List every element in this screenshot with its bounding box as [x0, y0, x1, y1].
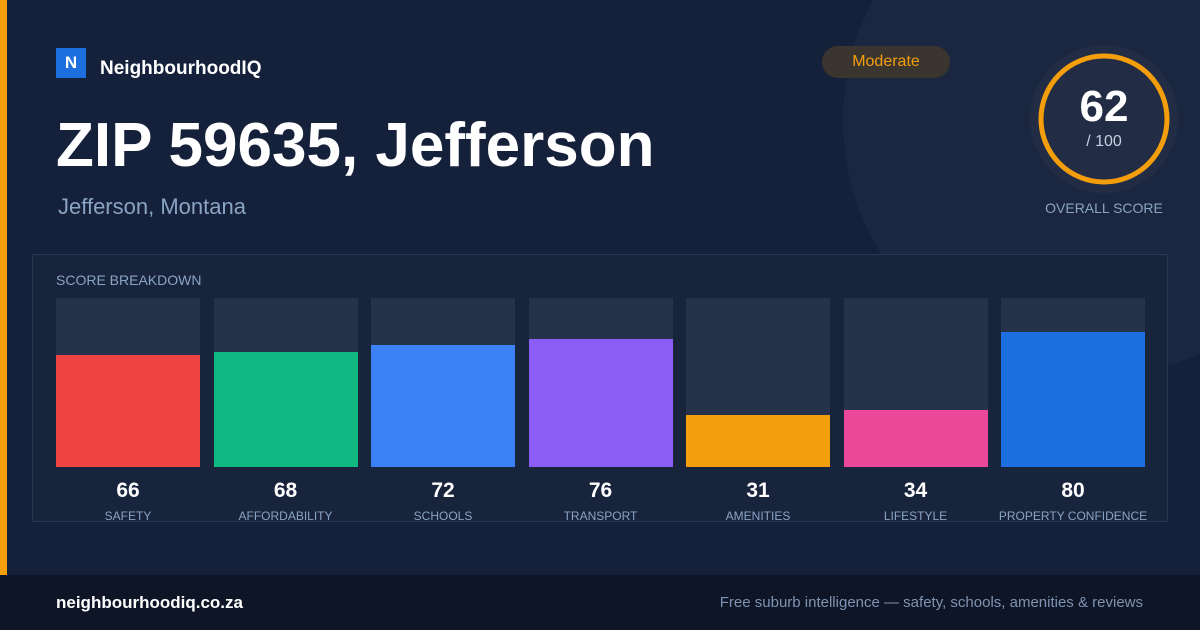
metric-bar-track — [686, 298, 830, 467]
footer-domain: neighbourhoodiq.co.za — [56, 593, 243, 612]
location-title: ZIP 59635, Jefferson — [56, 111, 655, 180]
metric-value: 72 — [431, 479, 455, 502]
overall-score-max: / 100 — [1086, 133, 1122, 150]
breakdown-title: SCORE BREAKDOWN — [56, 272, 202, 288]
brand-logo-icon: N — [56, 48, 86, 78]
metric-bar-fill — [56, 355, 200, 467]
rating-badge: Moderate — [822, 46, 950, 78]
overall-score-value: 62 — [1079, 82, 1129, 131]
score-breakdown-panel: SCORE BREAKDOWN 66 SAFETY 68 AFFORDABILITY 7… — [32, 254, 1168, 523]
metric-label: AFFORDABILITY — [238, 509, 333, 523]
metric-bar-fill — [843, 410, 988, 467]
metric-bar-track — [843, 298, 988, 467]
brand-name: NeighbourhoodIQ — [100, 58, 262, 79]
metric-label: TRANSPORT — [563, 509, 638, 523]
metric-label: PROPERTY CONFIDENCE — [998, 509, 1148, 523]
location-subtitle: Jefferson, Montana — [58, 194, 246, 219]
footer-tagline: Free suburb intelligence — safety, schoo… — [719, 594, 1143, 611]
metric-bar-track — [1001, 298, 1145, 467]
metric-value: 80 — [1061, 479, 1085, 502]
score-ring-graphic — [1038, 53, 1170, 185]
overall-score-ring: 62 / 100 — [1030, 45, 1178, 193]
brand: N NeighbourhoodIQ — [56, 46, 261, 80]
metric-bar-fill — [1001, 332, 1145, 467]
accent-stripe — [0, 0, 7, 575]
metric-bar-track — [528, 298, 673, 467]
footer: neighbourhoodiq.co.za Free suburb intell… — [0, 575, 1200, 630]
metric-bar-track — [213, 298, 358, 467]
metric-value: 31 — [746, 479, 770, 502]
metric-value: 68 — [273, 479, 298, 502]
score-ring-arc — [1038, 53, 1170, 185]
metric-value: 34 — [903, 479, 928, 502]
overall-score-label: OVERALL SCORE — [1045, 200, 1163, 216]
metric-value: 76 — [588, 479, 613, 502]
metric-bar-fill — [371, 345, 515, 467]
metric-bar-track — [56, 298, 200, 467]
metric-label: SAFETY — [104, 509, 152, 523]
metric-bar-fill — [213, 352, 358, 467]
metric-label: SCHOOLS — [413, 509, 473, 523]
metric-bar-fill — [686, 415, 830, 467]
metric-bar-track — [371, 298, 515, 467]
metric-bar-fill — [528, 339, 673, 467]
metric-label: AMENITIES — [725, 509, 791, 523]
metric-label: LIFESTYLE — [883, 509, 948, 523]
metric-value: 66 — [116, 479, 140, 502]
